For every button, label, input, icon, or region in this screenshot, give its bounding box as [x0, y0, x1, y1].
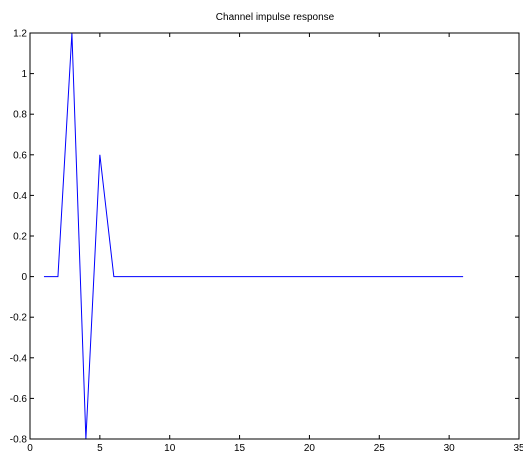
x-tick-label: 10: [164, 443, 176, 454]
x-tick-label: 5: [97, 443, 103, 454]
y-tick-label: -0.2: [10, 313, 28, 324]
y-tick-label: 0.8: [13, 110, 27, 121]
series-layer: [43, 32, 464, 440]
x-tick-label: 30: [444, 443, 456, 454]
y-tick-label: -0.6: [10, 394, 28, 405]
y-axis: -0.8 -0.6 -0.4 -0.2 0 0.2 0.4 0.6 0.8 1 1.2: [10, 29, 519, 446]
series-line-0: [43, 32, 464, 440]
x-tick-label: 20: [304, 443, 316, 454]
y-tick-label: 1.2: [13, 29, 27, 40]
x-tick-label: 25: [374, 443, 386, 454]
y-tick-label: -0.8: [10, 435, 28, 446]
x-tick-label: 15: [234, 443, 246, 454]
y-tick-label: 0.6: [13, 150, 27, 161]
y-tick-label: -0.4: [10, 353, 28, 364]
y-tick-label: 0.4: [13, 191, 27, 202]
x-tick-label: 0: [27, 443, 33, 454]
x-axis: 0 5 10 15 20 25 30 35: [27, 33, 523, 454]
plot-area: [30, 33, 519, 439]
x-tick-label: 35: [513, 443, 523, 454]
y-tick-label: 0.2: [13, 232, 27, 243]
y-tick-label: 1: [21, 69, 27, 80]
y-tick-label: 0: [21, 272, 27, 283]
chart-title: Channel impulse response: [216, 12, 335, 23]
